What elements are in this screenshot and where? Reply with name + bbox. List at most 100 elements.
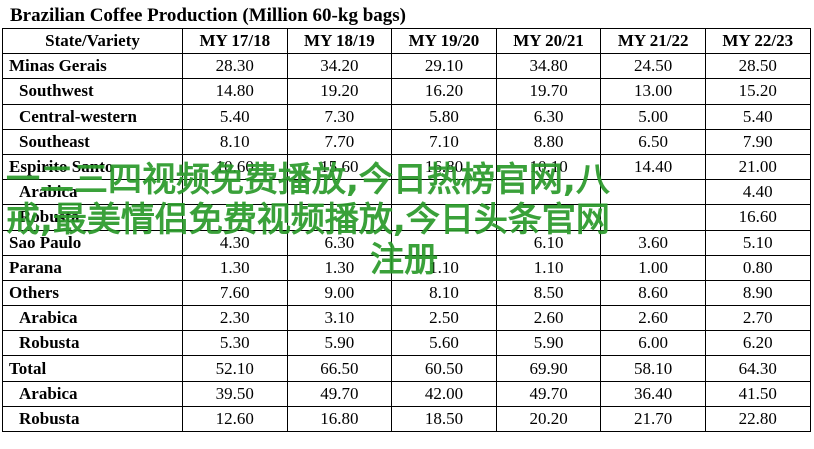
row-value: 5.80 [391,103,497,130]
row-value [391,204,497,231]
row-value: 28.30 [182,53,288,80]
row-value: 7.10 [391,128,497,155]
table-row: Arabica 39.50 49.70 42.00 49.70 36.40 41.50 [2,380,811,407]
row-value: 60.50 [391,355,497,382]
table-row: Parana 1.30 1.30 1.10 1.10 1.00 0.80 [2,254,811,281]
row-value: 19.20 [286,78,393,105]
row-value: 5.00 [600,103,706,130]
row-value: 18.50 [391,405,497,433]
row-label: Southeast [2,128,183,155]
row-value: 16.60 [704,204,811,231]
row-value: 7.70 [286,128,393,155]
row-value: 2.50 [391,305,497,332]
row-label: Sao Paulo [2,229,183,256]
row-value: 22.80 [704,405,811,433]
row-value: 19.70 [495,78,602,105]
row-value: 24.50 [600,53,706,80]
header-my-19-20: MY 19/20 [391,27,497,55]
table-row: Central-western 5.40 7.30 5.80 6.30 5.00 5.40 [2,103,811,130]
coffee-production-table: State/Variety MY 17/18 MY 18/19 MY 19/20… [2,27,811,433]
table-row: Total 52.10 66.50 60.50 69.90 58.10 64.30 [2,355,811,382]
row-value: 4.30 [182,229,288,256]
row-value: 7.30 [286,103,393,130]
row-value: 1.00 [600,254,706,281]
row-value: 13.00 [600,78,706,105]
row-value: 6.50 [600,128,706,155]
row-value [495,204,602,231]
table-row: Southwest 14.80 19.20 16.20 19.70 13.00 15.20 [2,78,811,105]
row-value [600,204,706,231]
row-value: 3.10 [286,305,393,332]
table-body: Minas Gerais 28.30 34.20 29.10 34.80 24.50 28.… [2,53,811,433]
row-value: 39.50 [182,380,288,407]
row-value: 5.90 [286,330,393,357]
row-value: 1.30 [182,254,288,281]
header-my-22-23: MY 22/23 [704,27,811,55]
row-value [600,179,706,206]
row-label: Parana [2,254,183,281]
row-value: 2.70 [704,305,811,332]
row-value: 6.20 [704,330,811,357]
table-title: Brazilian Coffee Production (Million 60-… [10,5,406,26]
row-value: 64.30 [704,355,811,382]
header-my-21-22: MY 21/22 [600,27,706,55]
row-value: 0.80 [704,254,811,281]
row-value: 21.70 [600,405,706,433]
row-value [391,229,497,256]
row-value [182,179,288,206]
row-value: 66.50 [286,355,393,382]
table-row: Arabica 4.40 [2,179,811,206]
title-bar: Brazilian Coffee Production (Million 60-… [0,0,814,30]
row-value: 36.40 [600,380,706,407]
row-label: Espirito Santo [2,153,183,181]
row-value: 7.90 [704,128,811,155]
row-value: 5.90 [495,330,602,357]
row-value: 10.10 [495,153,602,181]
row-value: 1.30 [286,254,393,281]
row-label: Southwest [2,78,183,105]
row-value: 58.10 [600,355,706,382]
row-label: Robusta [2,204,183,231]
row-value: 42.00 [391,380,497,407]
row-value: 49.70 [495,380,602,407]
row-value: 8.50 [495,279,602,307]
row-value: 28.50 [704,53,811,80]
row-value [286,179,393,206]
row-value: 12.60 [182,405,288,433]
row-value: 8.90 [704,279,811,307]
row-value: 3.60 [600,229,706,256]
table-row: Minas Gerais 28.30 34.20 29.10 34.80 24.50 28.… [2,53,811,80]
row-value: 2.60 [495,305,602,332]
row-value [391,179,497,206]
header-my-20-21: MY 20/21 [495,27,602,55]
row-value: 9.00 [286,279,393,307]
row-value: 34.20 [286,53,393,80]
row-value: 2.30 [182,305,288,332]
row-value: 6.00 [600,330,706,357]
table-row: Robusta 12.60 16.80 18.50 20.20 21.70 22.80 [2,405,811,433]
row-value: 1.10 [495,254,602,281]
row-label: Arabica [2,305,183,332]
table-row: Robusta 5.30 5.90 5.60 5.90 6.00 6.20 [2,330,811,357]
row-value: 8.10 [182,128,288,155]
row-value: 2.60 [600,305,706,332]
header-my-18-19: MY 18/19 [286,27,393,55]
row-value: 41.50 [704,380,811,407]
table-row: Sao Paulo 4.30 6.30 6.10 3.60 5.10 [2,229,811,256]
row-value: 1.10 [391,254,497,281]
row-value: 16.80 [286,405,393,433]
row-value [495,179,602,206]
row-value: 21.00 [704,153,811,181]
row-value: 16.80 [391,153,497,181]
row-value: 69.90 [495,355,602,382]
table-row: Southeast 8.10 7.70 7.10 8.80 6.50 7.90 [2,128,811,155]
row-value: 34.80 [495,53,602,80]
row-value: 8.80 [495,128,602,155]
header-row: State/Variety MY 17/18 MY 18/19 MY 19/20… [2,27,811,55]
row-value: 5.40 [182,103,288,130]
row-value: 20.20 [495,405,602,433]
row-value: 5.10 [704,229,811,256]
header-state-variety: State/Variety [2,27,183,55]
row-label: Central-western [2,103,183,130]
row-value: 15.60 [286,153,393,181]
